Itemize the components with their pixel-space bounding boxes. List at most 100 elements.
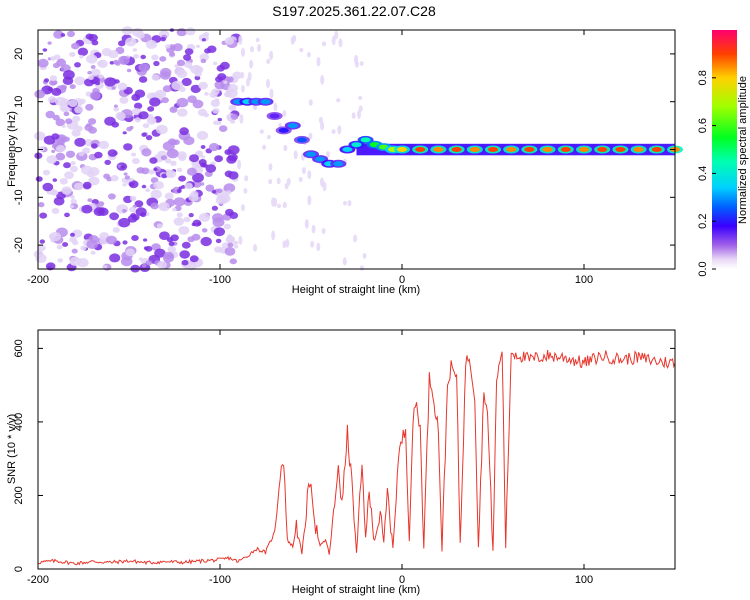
noise-blob bbox=[50, 56, 56, 61]
ridge-point bbox=[506, 147, 517, 152]
y-tick-label: 20 bbox=[13, 48, 25, 60]
noise-blob bbox=[69, 84, 76, 90]
noise-blob bbox=[351, 112, 356, 119]
noise-blob bbox=[61, 124, 66, 128]
noise-blob bbox=[134, 117, 141, 123]
noise-blob bbox=[213, 61, 218, 66]
y-tick-label: 10 bbox=[13, 96, 25, 108]
x-tick-label: -100 bbox=[209, 274, 231, 286]
ridge-point bbox=[315, 156, 326, 162]
noise-blob bbox=[141, 132, 147, 137]
noise-blob bbox=[120, 256, 133, 267]
noise-blob bbox=[63, 111, 70, 117]
noise-blob bbox=[151, 74, 160, 81]
x-tick-label: 100 bbox=[575, 574, 593, 586]
noise-blob bbox=[42, 48, 48, 52]
noise-blob bbox=[97, 59, 108, 68]
ridge-point bbox=[597, 147, 608, 152]
noise-blob bbox=[284, 182, 289, 190]
noise-blob bbox=[138, 63, 150, 73]
noise-blob bbox=[169, 51, 176, 57]
noise-blob bbox=[217, 117, 222, 122]
noise-blob bbox=[63, 70, 75, 80]
noise-blob bbox=[64, 171, 74, 180]
noise-blob bbox=[190, 64, 202, 75]
noise-blob bbox=[192, 99, 204, 109]
noise-blob bbox=[200, 182, 205, 186]
noise-blob bbox=[132, 214, 140, 221]
noise-blob bbox=[34, 89, 46, 99]
noise-blob bbox=[334, 30, 339, 40]
noise-blob bbox=[210, 99, 220, 107]
noise-blob bbox=[113, 107, 120, 112]
ridge-point bbox=[351, 142, 362, 148]
noise-blob bbox=[165, 44, 171, 49]
spectrogram-y-label: Frequency (Hz) bbox=[6, 111, 18, 187]
noise-blob bbox=[185, 27, 196, 36]
noise-blob bbox=[290, 36, 295, 45]
noise-blob bbox=[293, 150, 298, 160]
noise-blob bbox=[223, 80, 228, 85]
noise-blob bbox=[238, 35, 243, 45]
noise-blob bbox=[133, 102, 143, 110]
noise-blob bbox=[362, 253, 367, 259]
spectrogram-x-label: Height of straight line (km) bbox=[292, 284, 420, 296]
noise-blob bbox=[89, 91, 101, 100]
noise-blob bbox=[195, 44, 201, 48]
noise-blob bbox=[74, 105, 84, 114]
noise-blob bbox=[166, 148, 179, 159]
noise-blob bbox=[161, 173, 168, 179]
noise-blob bbox=[216, 188, 223, 193]
noise-blob bbox=[110, 175, 119, 182]
noise-blob bbox=[119, 96, 129, 104]
noise-blob bbox=[237, 159, 242, 170]
noise-blob bbox=[183, 61, 193, 68]
noise-blob bbox=[80, 245, 87, 251]
noise-blob bbox=[131, 108, 142, 116]
noise-blob bbox=[269, 50, 274, 61]
noise-blob bbox=[168, 241, 175, 247]
noise-blob bbox=[156, 124, 168, 135]
noise-blob bbox=[187, 236, 195, 243]
noise-blob bbox=[257, 44, 262, 52]
noise-blob bbox=[181, 259, 189, 266]
noise-blob bbox=[46, 155, 58, 164]
noise-blob bbox=[116, 204, 129, 214]
noise-blob bbox=[311, 224, 316, 234]
noise-blob bbox=[304, 219, 309, 229]
ridge-point bbox=[560, 147, 571, 152]
noise-blob bbox=[117, 82, 128, 91]
noise-blob bbox=[266, 78, 270, 89]
noise-blob bbox=[69, 204, 75, 209]
noise-blob bbox=[60, 33, 66, 37]
ridge-point bbox=[278, 127, 289, 133]
noise-blob bbox=[51, 133, 60, 140]
noise-blob bbox=[86, 54, 98, 64]
spectrogram-x-ticks: -200 -100 0 100 bbox=[27, 30, 593, 286]
noise-blob bbox=[310, 240, 315, 248]
noise-blob bbox=[183, 136, 195, 146]
noise-blob bbox=[190, 190, 199, 198]
noise-blob bbox=[78, 98, 86, 105]
noise-blob bbox=[136, 31, 145, 39]
noise-blob bbox=[176, 167, 183, 173]
noise-blob bbox=[167, 245, 176, 253]
noise-blob bbox=[176, 59, 186, 67]
noise-blob bbox=[277, 203, 281, 209]
noise-blob bbox=[162, 85, 172, 93]
noise-blob bbox=[179, 127, 189, 136]
x-tick-label: 100 bbox=[575, 274, 593, 286]
noise-blob bbox=[282, 240, 287, 249]
noise-blob bbox=[201, 38, 206, 42]
noise-blob bbox=[63, 162, 71, 169]
noise-blob bbox=[97, 201, 105, 207]
ridge-point bbox=[269, 113, 280, 119]
noise-blob bbox=[316, 57, 321, 67]
noise-blob bbox=[140, 212, 147, 218]
noise-blob bbox=[321, 228, 326, 235]
noise-blob bbox=[285, 238, 290, 248]
x-tick-label: -200 bbox=[27, 274, 49, 286]
noise-blob bbox=[60, 84, 67, 91]
